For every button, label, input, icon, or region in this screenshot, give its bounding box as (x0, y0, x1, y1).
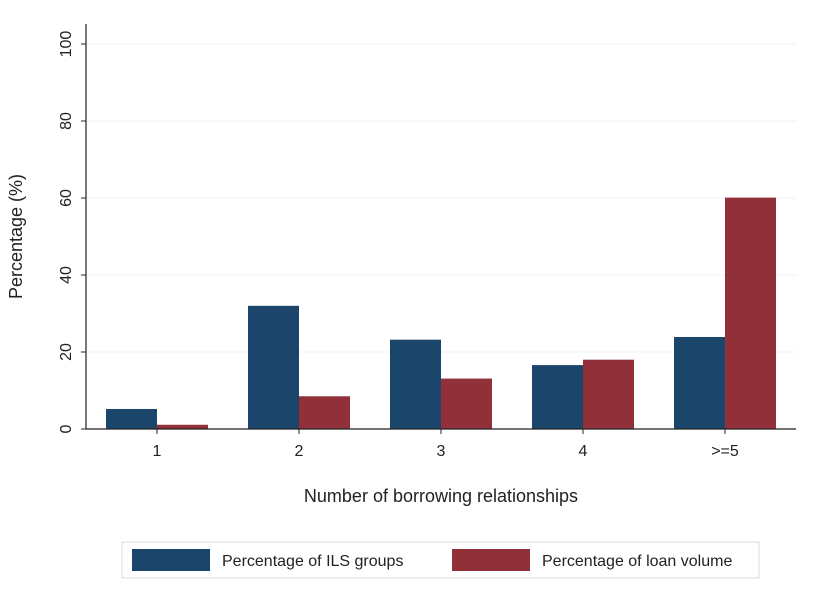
bar-ils-groups (248, 305, 299, 429)
bar-loan-volume (441, 378, 492, 429)
gridlines (86, 43, 796, 353)
bar-ils-groups (674, 336, 725, 429)
y-tick-labels: 0 20 40 60 80 100 (58, 31, 86, 433)
x-tick-label: 3 (437, 443, 446, 460)
bar-loan-volume (725, 197, 776, 429)
y-tick-label: 40 (58, 266, 75, 284)
legend-label: Percentage of loan volume (542, 553, 732, 570)
y-tick-label: 20 (58, 343, 75, 361)
bar-loan-volume (157, 424, 208, 429)
bars (106, 197, 776, 429)
legend-swatch (132, 549, 210, 571)
x-tick-label: >=5 (711, 443, 739, 460)
x-axis-label: Number of borrowing relationships (304, 486, 578, 506)
y-tick-label: 100 (58, 31, 75, 58)
x-tick-label: 4 (579, 443, 588, 460)
y-tick-label: 60 (58, 189, 75, 207)
x-tick-label: 1 (153, 443, 162, 460)
bar-ils-groups (390, 339, 441, 429)
legend-box (121, 541, 760, 579)
y-tick-label: 80 (58, 112, 75, 130)
bar-ils-groups (532, 365, 583, 429)
legend-label: Percentage of ILS groups (222, 553, 403, 570)
bar-loan-volume (583, 359, 634, 429)
bar-ils-groups (106, 408, 157, 429)
x-tick-labels: 1 2 3 4 >=5 (153, 429, 739, 460)
x-tick-label: 2 (295, 443, 304, 460)
bar-loan-volume (299, 396, 350, 429)
y-axis-label: Percentage (%) (6, 174, 26, 299)
legend-swatch (452, 549, 530, 571)
y-tick-label: 0 (58, 424, 75, 433)
legend: Percentage of ILS groups Percentage of lo… (121, 541, 760, 579)
